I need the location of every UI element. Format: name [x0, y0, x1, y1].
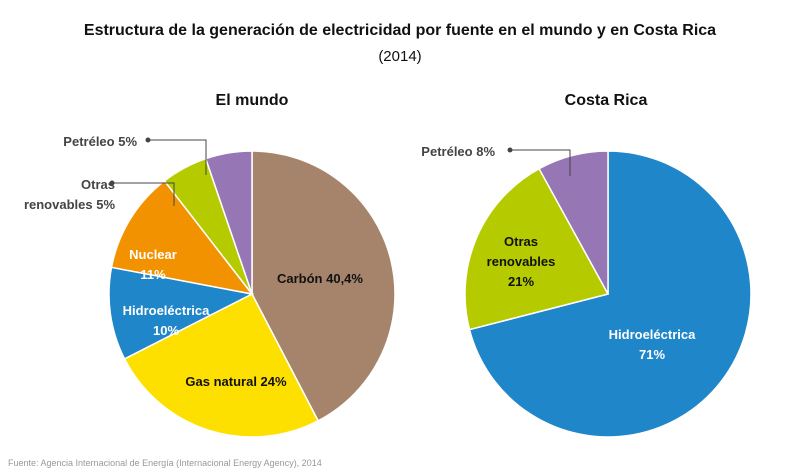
world-leader-otras-renovables [112, 182, 175, 206]
world-label-carbon: Carbón 40,4% [277, 271, 363, 286]
costa-rica-leader-dot-petroleo [507, 147, 513, 153]
costa-rica-slice-otras-renovables [464, 167, 610, 331]
chart-title: Estructura de la generación de electrici… [83, 22, 717, 39]
world-slice-carbon [251, 150, 396, 422]
costa-rica-slice-hidroelectrica [468, 150, 752, 438]
costa-rica-pie-title: Costa Rica [564, 92, 648, 109]
world-pie-title: El mundo [215, 92, 289, 109]
costa-rica-leader-petroleo [510, 149, 571, 176]
world-label-nuclear: Nuclear 11% [129, 247, 177, 282]
world-label-hidroelectrica: Hidroeléctrica 10% [123, 303, 210, 338]
costa-rica-label-petroleo: Petréleo 8% [421, 144, 495, 159]
costa-rica-label-otras-renovables: Otras renovables 21% [487, 234, 556, 289]
chart-subtitle: (2014) [378, 48, 422, 65]
source-note: Fuente: Agencia Internacional de Energía… [8, 458, 322, 468]
world-leader-dot-petroleo [145, 137, 151, 143]
world-label-gas-natural: Gas natural 24% [185, 374, 287, 389]
world-leader-petroleo [148, 139, 207, 175]
costa-rica-slice-petroleo [538, 150, 609, 295]
world-slice-nuclear [110, 179, 254, 296]
world-label-petroleo: Petréleo 5% [63, 134, 137, 149]
world-leader-dot-otras-renovables [109, 180, 115, 186]
costa-rica-label-hidroelectrica: Hidroeléctrica 71% [609, 327, 696, 362]
world-label-otras-renovables: Otras renovables 5% [24, 177, 115, 212]
world-slice-gas-natural [123, 292, 320, 438]
world-slice-hidroelectrica [108, 266, 255, 360]
